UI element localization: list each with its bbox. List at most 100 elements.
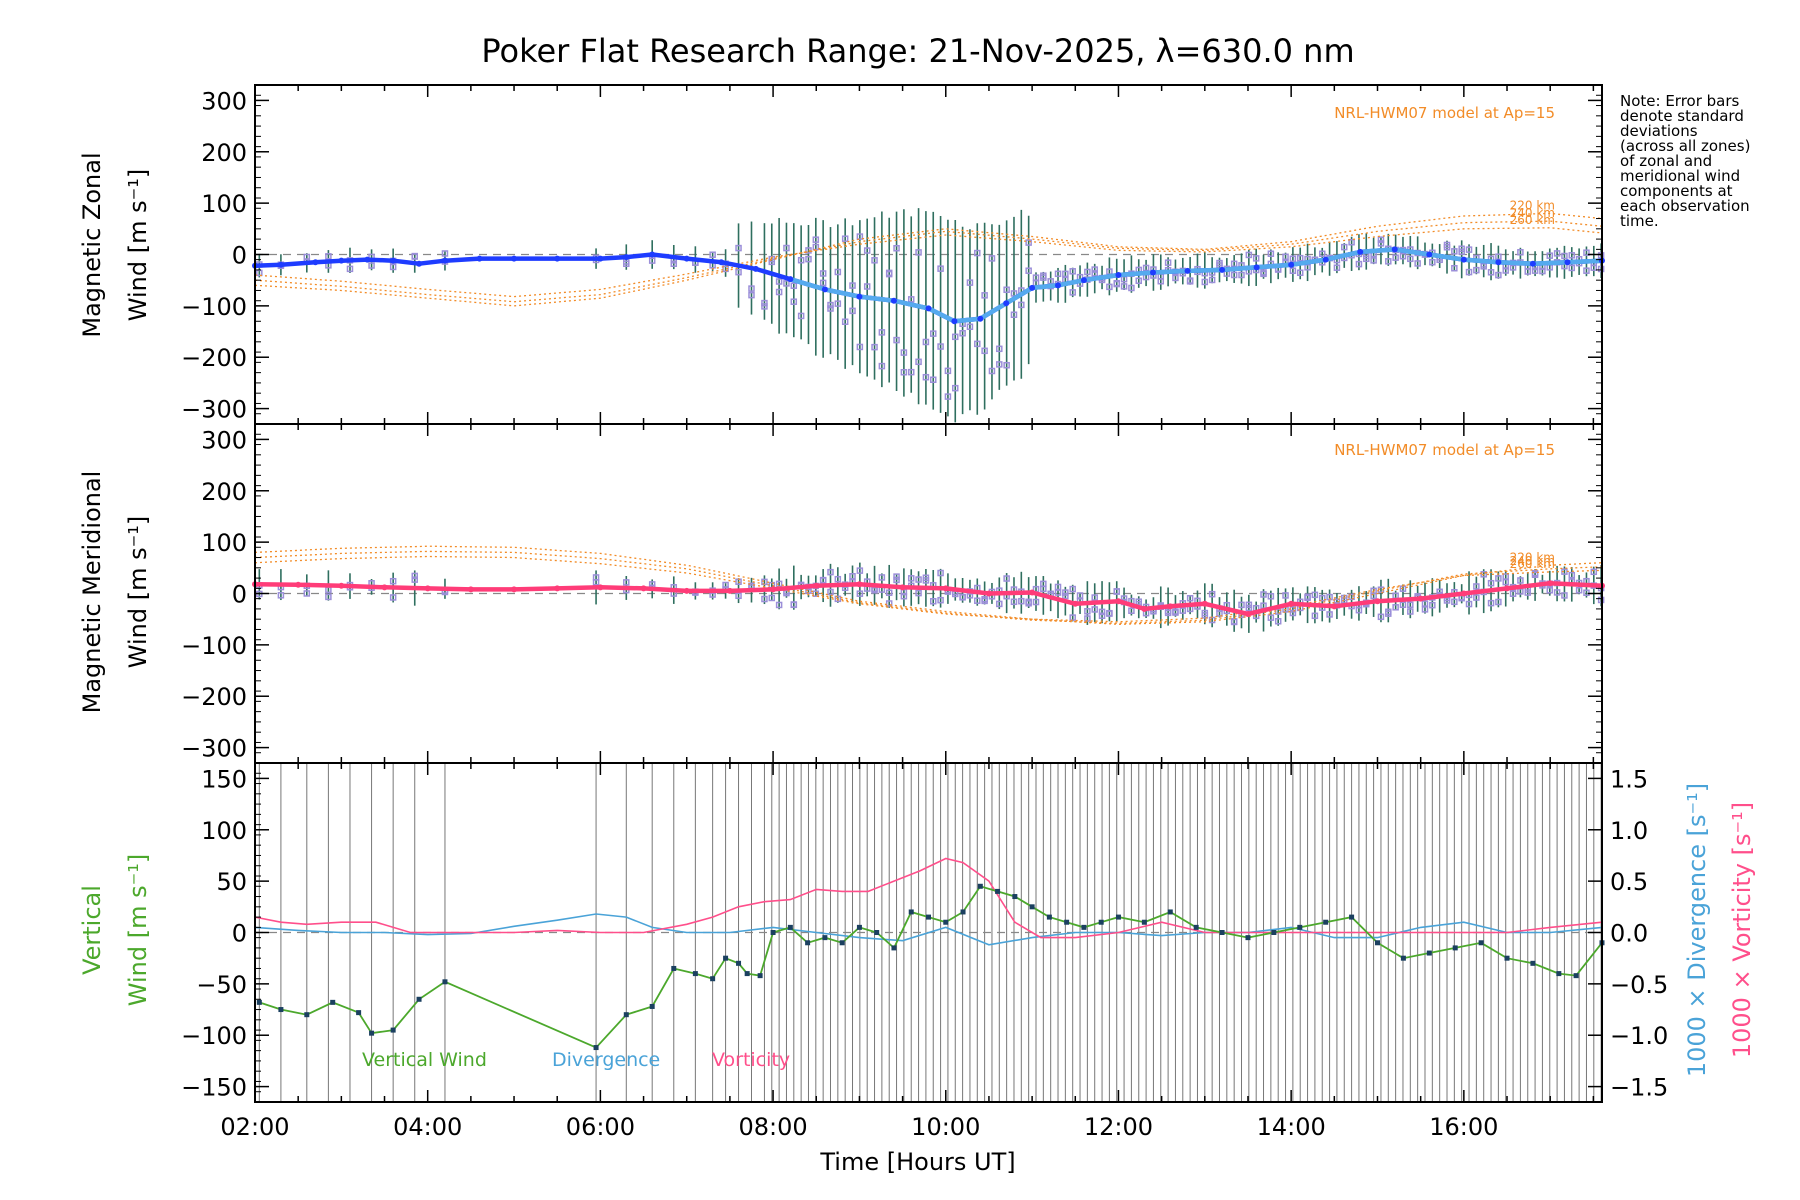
note-line: components at bbox=[1620, 182, 1733, 200]
zone-sample-mark bbox=[849, 573, 856, 580]
zone-sample-mark bbox=[834, 575, 842, 583]
vertical-wind-point bbox=[908, 909, 914, 915]
wind-data-point bbox=[1072, 600, 1079, 607]
zone-sample-mark bbox=[863, 283, 871, 290]
zone-sample-mark bbox=[900, 592, 908, 600]
vertical-wind-point bbox=[710, 976, 716, 982]
zone-sample-mark bbox=[623, 579, 630, 586]
model-line-220-km bbox=[254, 212, 1603, 307]
zone-sample-mark bbox=[1025, 239, 1032, 246]
wind-data-point bbox=[381, 584, 388, 591]
vertical-wind-point bbox=[1098, 919, 1104, 925]
zone-sample-mark bbox=[768, 594, 776, 602]
vertical-wind-point bbox=[926, 914, 931, 920]
note-line: deviations bbox=[1620, 122, 1698, 140]
y-tick-label: −50 bbox=[196, 971, 247, 999]
zone-sample-mark bbox=[893, 576, 900, 584]
vertical-wind-point bbox=[1012, 894, 1018, 900]
meridional-series bbox=[252, 580, 1605, 618]
wind-data-point bbox=[623, 254, 630, 261]
zone-sample-mark bbox=[988, 255, 996, 262]
zone-sample-mark bbox=[1091, 606, 1098, 613]
wind-data-point bbox=[1141, 605, 1148, 612]
zone-sample-mark bbox=[790, 601, 798, 608]
zone-sample-mark bbox=[1186, 277, 1194, 284]
wind-data-point bbox=[390, 257, 397, 264]
wind-data-point bbox=[1357, 248, 1364, 255]
x-tick-label: 14:00 bbox=[1257, 1113, 1326, 1141]
right-tick-label: 0.5 bbox=[1610, 868, 1648, 896]
zone-sample-mark bbox=[1531, 267, 1539, 274]
x-tick-label: 12:00 bbox=[1084, 1113, 1153, 1141]
zone-sample-mark bbox=[761, 595, 768, 603]
vertical-wind-point bbox=[623, 1012, 629, 1018]
wind-data-point bbox=[1184, 267, 1191, 274]
vertical-wind-point bbox=[822, 935, 828, 941]
wind-data-point bbox=[726, 587, 733, 594]
vertical-wind-point bbox=[943, 919, 949, 925]
zone-sample-mark bbox=[1003, 286, 1010, 294]
zone-sample-mark bbox=[1495, 271, 1502, 279]
zone-sample-mark bbox=[1590, 568, 1598, 576]
y-tick-label: 100 bbox=[201, 529, 247, 557]
zone-sample-mark bbox=[805, 255, 812, 263]
zone-sample-mark bbox=[735, 268, 742, 276]
y-tick-label: −200 bbox=[181, 683, 247, 711]
model-line-240-km bbox=[254, 220, 1603, 303]
zone-sample-mark bbox=[1568, 571, 1576, 579]
zone-sample-mark bbox=[974, 249, 981, 257]
zone-sample-mark bbox=[1392, 604, 1399, 611]
zone-sample-mark bbox=[1003, 361, 1010, 369]
vertical-wind-point bbox=[1193, 924, 1199, 930]
wind-data-point bbox=[1003, 300, 1010, 307]
zone-sample-mark bbox=[1128, 607, 1135, 614]
x-axis-tick-labels: 02:00 04:00 06:00 08:00 10:00 12:00 14:00 16:00 bbox=[220, 1113, 1498, 1141]
zone-sample-mark bbox=[1377, 236, 1385, 243]
zone-sample-mark bbox=[1326, 593, 1333, 601]
zone-sample-mark bbox=[819, 577, 827, 584]
altitude-label: 260 km bbox=[1510, 213, 1555, 227]
zone-sample-mark bbox=[1164, 609, 1172, 617]
zone-sample-mark bbox=[959, 330, 966, 337]
zone-sample-mark bbox=[1179, 607, 1187, 614]
zone-sample-mark bbox=[1546, 252, 1554, 259]
right-tick-label: 1.0 bbox=[1610, 817, 1648, 845]
zone-sample-mark bbox=[1495, 598, 1502, 606]
zone-sample-mark bbox=[1106, 610, 1113, 617]
zone-sample-mark bbox=[915, 576, 922, 583]
zone-sample-mark bbox=[878, 574, 886, 581]
zone-sample-mark bbox=[996, 600, 1003, 608]
zonal-error-bars bbox=[256, 208, 1605, 423]
zone-sample-mark bbox=[922, 373, 930, 381]
vertical-wind-point bbox=[787, 924, 793, 930]
zone-sample-mark bbox=[915, 358, 922, 366]
zone-sample-mark bbox=[1465, 600, 1473, 608]
zone-sample-mark bbox=[1113, 588, 1120, 595]
zone-sample-mark bbox=[1091, 266, 1098, 273]
zone-sample-mark bbox=[907, 575, 915, 582]
vertical-wind-point bbox=[1530, 960, 1536, 966]
chart-title: Poker Flat Research Range: 21-Nov-2025, … bbox=[481, 32, 1354, 70]
x-tick-label: 06:00 bbox=[566, 1113, 635, 1141]
wind-data-point bbox=[1547, 580, 1554, 587]
zone-sample-mark bbox=[856, 343, 864, 351]
zone-sample-mark bbox=[1289, 255, 1297, 262]
vertical-wind-point bbox=[723, 955, 729, 961]
zone-sample-mark bbox=[1106, 283, 1113, 291]
vertical-wind-point bbox=[1245, 935, 1251, 941]
wind-data-point bbox=[1460, 256, 1467, 263]
zone-sample-mark bbox=[819, 270, 827, 277]
zone-sample-mark bbox=[303, 590, 311, 597]
vertical-wind-point bbox=[671, 965, 677, 971]
zone-sample-mark bbox=[849, 282, 856, 289]
y-tick-label: −100 bbox=[181, 293, 247, 321]
model-line-240-km bbox=[254, 550, 1603, 624]
divergence-line bbox=[254, 913, 1603, 946]
zone-sample-mark bbox=[812, 236, 820, 243]
panel-vertical: 150 100 50 0 −50 −100 −150 1.5 1.0 0.5 0.0 −0.5 −1.… bbox=[78, 762, 1756, 1103]
vertical-series bbox=[254, 857, 1605, 1051]
wind-data-point bbox=[476, 255, 483, 262]
wind-data-point bbox=[1322, 256, 1329, 263]
zone-sample-mark bbox=[1003, 575, 1010, 582]
vertical-wind-point bbox=[770, 930, 776, 935]
